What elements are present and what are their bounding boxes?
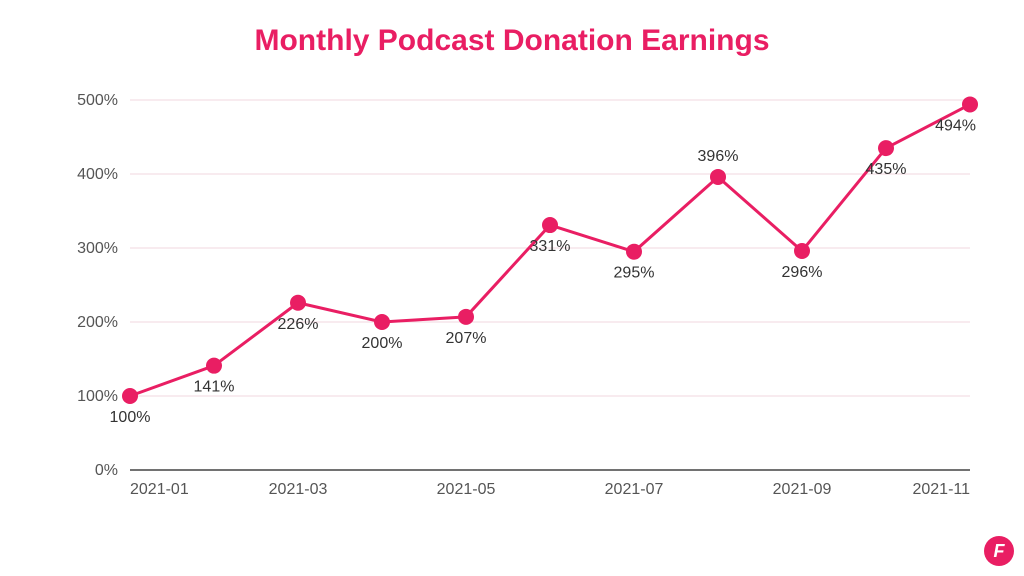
x-tick-label: 2021-09: [773, 481, 832, 498]
data-point: [122, 388, 138, 404]
data-point: [290, 295, 306, 311]
data-label: 100%: [110, 409, 151, 426]
data-label: 226%: [278, 316, 319, 333]
y-tick-label: 500%: [77, 92, 118, 109]
data-point: [794, 243, 810, 259]
data-point: [878, 140, 894, 156]
line-chart: 0% 100% 200% 300% 400% 500% 2021-01 2021-03 2021…: [60, 90, 980, 510]
data-point: [710, 169, 726, 185]
y-tick-label: 300%: [77, 240, 118, 257]
data-label: 200%: [362, 335, 403, 352]
data-label: 296%: [782, 264, 823, 281]
x-tick-label: 2021-07: [605, 481, 664, 498]
y-tick-label: 0%: [95, 462, 118, 479]
y-tick-label: 200%: [77, 314, 118, 331]
data-point: [206, 358, 222, 374]
x-tick-label: 2021-11: [912, 481, 970, 498]
data-label: 295%: [614, 265, 655, 282]
data-point: [374, 314, 390, 330]
data-label: 435%: [866, 161, 907, 178]
data-point: [626, 244, 642, 260]
data-label: 207%: [446, 330, 487, 347]
data-point: [962, 96, 978, 112]
data-label: 331%: [530, 238, 571, 255]
chart-container: 0% 100% 200% 300% 400% 500% 2021-01 2021-03 2021…: [60, 90, 980, 510]
x-tick-label: 2021-05: [437, 481, 496, 498]
data-point: [542, 217, 558, 233]
y-tick-label: 400%: [77, 166, 118, 183]
data-point: [458, 309, 474, 325]
data-label: 396%: [698, 148, 739, 165]
data-label: 141%: [194, 379, 235, 396]
chart-title: Monthly Podcast Donation Earnings: [0, 0, 1024, 58]
y-tick-label: 100%: [77, 388, 118, 405]
x-tick-label: 2021-01: [130, 481, 189, 498]
brand-logo-glyph: F: [994, 541, 1005, 562]
data-label: 494%: [935, 117, 976, 134]
x-tick-label: 2021-03: [269, 481, 328, 498]
brand-logo-icon: F: [984, 536, 1014, 566]
